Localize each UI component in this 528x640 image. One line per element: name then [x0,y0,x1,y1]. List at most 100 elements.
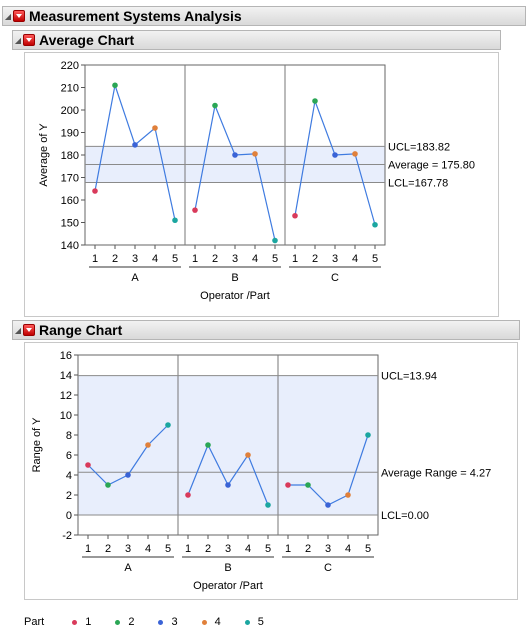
data-point [245,452,251,458]
legend-label: 3 [171,616,178,628]
x-tick-label: 4 [152,253,158,265]
data-point [152,125,158,131]
data-point [132,142,138,148]
y-tick-label: 14 [60,370,72,382]
x-axis-label: Operator /Part [193,580,263,592]
report-title: Measurement Systems Analysis [29,8,242,24]
legend-marker-icon [201,619,207,625]
data-point [225,482,231,488]
x-axis-label: Operator /Part [200,290,270,302]
collapse-triangle-icon[interactable]: ◢ [14,35,22,45]
collapse-triangle-icon[interactable]: ◢ [4,11,12,21]
legend-marker-icon [158,619,164,625]
group-label: A [131,272,139,284]
y-tick-label: 220 [61,60,79,72]
y-tick-label: 140 [61,240,79,252]
data-point [305,482,311,488]
data-point [145,442,151,448]
x-tick-label: 5 [172,253,178,265]
range-chart-title: Range Chart [39,322,123,338]
y-tick-label: 180 [61,150,79,162]
legend-marker-icon [115,619,121,625]
data-point [352,151,358,157]
x-tick-label: 2 [212,253,218,265]
data-point [345,492,351,498]
data-point [165,422,171,428]
range-chart-panel: UCL=13.94 Average Range = 4.27 LCL=0.00 -2 0… [24,342,518,600]
x-tick-label: 2 [105,543,111,555]
x-tick-label: 1 [85,543,91,555]
average-chart-panel: UCL=183.82 Average = 175.80 LCL=167.78 140 1… [24,52,499,317]
limit-label: LCL=0.00 [381,510,429,522]
data-point [105,482,111,488]
y-tick-label: 170 [61,173,79,185]
data-point [292,212,298,219]
y-tick-label: 210 [61,83,79,95]
legend-title: Part [24,616,45,628]
data-point [232,152,238,158]
legend-item[interactable]: 4 [201,616,221,628]
red-triangle-menu-icon[interactable] [13,10,25,22]
x-tick-label: 5 [165,543,171,555]
x-tick-label: 4 [245,543,251,555]
data-point [312,98,318,104]
legend-item[interactable]: 2 [115,616,134,628]
data-point [285,482,291,488]
y-tick-label: 4 [66,470,72,482]
x-tick-label: 3 [132,253,138,265]
data-point [205,442,211,448]
data-point [325,502,331,508]
x-tick-label: 2 [305,543,311,555]
legend-marker-icon [244,619,250,625]
group-label: B [231,272,238,284]
limit-label: Average = 175.80 [388,159,475,171]
data-point [192,207,198,213]
data-point [212,102,218,109]
legend-marker-icon [72,619,78,625]
average-chart-header: ◢ Average Chart [12,30,501,50]
y-axis-label: Range of Y [31,417,43,473]
legend-item[interactable]: 5 [244,616,264,628]
group-label: A [124,562,132,574]
y-tick-label: 190 [61,128,79,140]
x-tick-label: 4 [252,253,258,265]
legend-item[interactable]: 1 [72,616,91,628]
x-tick-label: 5 [372,253,378,265]
x-tick-label: 3 [325,543,331,555]
x-tick-label: 3 [225,543,231,555]
x-tick-label: 2 [112,253,118,265]
x-tick-label: 5 [272,253,278,265]
data-point [112,82,118,89]
data-point [85,462,91,468]
x-tick-label: 2 [205,543,211,555]
x-tick-label: 1 [92,253,98,265]
group-label: C [331,272,339,284]
control-limit-band [78,375,378,515]
y-tick-label: -2 [62,530,72,542]
range-chart: UCL=13.94 Average Range = 4.27 LCL=0.00 -2 0… [31,350,491,592]
y-tick-label: 6 [66,450,72,462]
average-chart-title: Average Chart [39,32,135,48]
x-tick-label: 3 [125,543,131,555]
legend-label: 1 [85,616,92,628]
y-tick-label: 200 [61,105,79,117]
y-tick-label: 0 [66,510,72,522]
x-tick-label: 1 [292,253,298,265]
x-tick-label: 4 [352,253,358,265]
y-tick-label: 2 [66,490,72,502]
y-tick-label: 12 [60,390,72,402]
legend-item[interactable]: 3 [158,616,178,628]
x-tick-label: 1 [285,543,291,555]
data-point [172,217,178,224]
y-tick-label: 160 [61,195,79,207]
red-triangle-menu-icon[interactable] [23,324,35,336]
average-chart: UCL=183.82 Average = 175.80 LCL=167.78 140 1… [38,60,475,302]
data-point [185,492,191,498]
group-label: C [324,562,332,574]
data-point [265,502,271,508]
report-header: ◢ Measurement Systems Analysis [2,6,526,26]
collapse-triangle-icon[interactable]: ◢ [14,325,22,335]
legend-label: 5 [257,616,264,628]
red-triangle-menu-icon[interactable] [23,34,35,46]
y-axis-label: Average of Y [38,123,50,187]
